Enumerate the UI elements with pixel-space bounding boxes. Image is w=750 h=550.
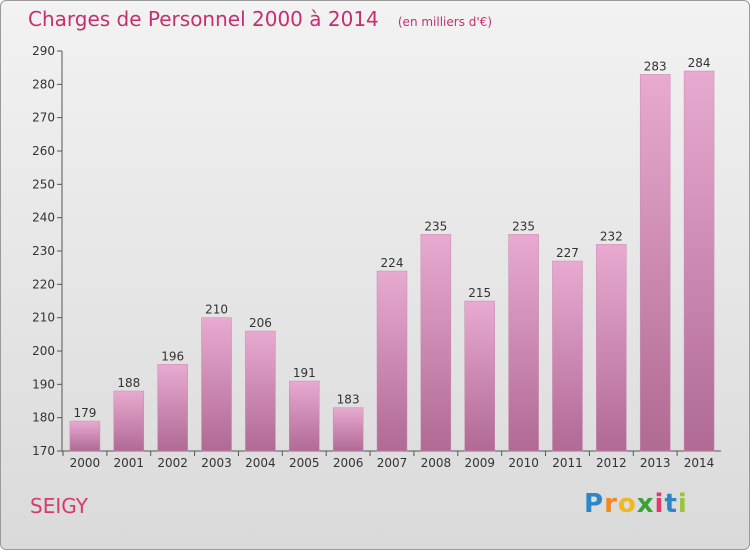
y-tick-label: 170 — [32, 444, 55, 458]
commune-name: SEIGY — [30, 494, 88, 518]
data-label: 183 — [337, 393, 360, 407]
y-tick-label: 180 — [32, 411, 55, 425]
bar — [376, 270, 408, 452]
bar — [552, 260, 583, 452]
bar — [332, 407, 364, 452]
x-tick-label: 2006 — [333, 456, 364, 470]
bar — [596, 244, 627, 452]
logo-letter: r — [604, 489, 618, 519]
data-label: 191 — [293, 366, 316, 380]
x-tick-label: 2012 — [596, 456, 627, 470]
bar — [157, 364, 188, 452]
data-label: 206 — [249, 316, 272, 330]
data-label: 179 — [73, 406, 96, 420]
x-tick-label: 2005 — [289, 456, 320, 470]
data-label: 283 — [644, 59, 667, 73]
y-tick-label: 210 — [32, 311, 55, 325]
logo-letter: i — [654, 489, 665, 519]
logo-letter: o — [617, 489, 637, 519]
data-label: 224 — [381, 256, 404, 270]
logo-letter: P — [584, 489, 605, 519]
x-tick-label: 2008 — [421, 456, 452, 470]
chart-subtitle: (en milliers d'€) — [397, 15, 492, 29]
x-tick-label: 2009 — [464, 456, 495, 470]
y-tick-label: 220 — [32, 277, 55, 291]
data-label: 215 — [468, 286, 491, 300]
x-tick-label: 2004 — [245, 456, 276, 470]
bar — [683, 70, 715, 452]
proxiti-logo: Proxiti — [584, 489, 688, 519]
y-tick-label: 240 — [32, 211, 55, 225]
x-tick-label: 2011 — [552, 456, 583, 470]
bar — [464, 300, 495, 452]
bar — [508, 234, 539, 452]
x-tick-label: 2010 — [508, 456, 539, 470]
data-label: 227 — [556, 246, 579, 260]
title-row: Charges de Personnel 2000 à 2014 (en mil… — [28, 7, 492, 31]
data-label: 284 — [688, 56, 711, 70]
x-tick-label: 2007 — [377, 456, 408, 470]
data-label: 188 — [117, 376, 140, 390]
data-label: 232 — [600, 229, 623, 243]
data-label: 235 — [512, 219, 535, 233]
y-tick-label: 290 — [32, 44, 55, 58]
y-tick-label: 270 — [32, 111, 55, 125]
logo-letter: i — [677, 489, 688, 519]
data-label: 235 — [424, 219, 447, 233]
y-tick-label: 280 — [32, 77, 55, 91]
bar — [289, 380, 320, 452]
x-tick-label: 2003 — [201, 456, 232, 470]
bar — [420, 234, 452, 452]
bar — [639, 74, 671, 452]
y-tick-label: 260 — [32, 144, 55, 158]
y-tick-label: 200 — [32, 344, 55, 358]
y-tick-label: 250 — [32, 177, 55, 191]
x-tick-label: 2001 — [114, 456, 145, 470]
bar — [69, 420, 101, 452]
chart-title: Charges de Personnel 2000 à 2014 — [28, 7, 379, 31]
logo-letter: t — [664, 489, 678, 519]
y-tick-label: 190 — [32, 377, 55, 391]
x-tick-label: 2000 — [70, 456, 101, 470]
bar — [113, 390, 145, 452]
logo-letter: x — [636, 489, 655, 519]
x-tick-label: 2002 — [157, 456, 188, 470]
bar — [201, 317, 232, 452]
data-label: 210 — [205, 303, 228, 317]
x-tick-label: 2013 — [640, 456, 671, 470]
data-label: 196 — [161, 349, 184, 363]
bar — [245, 330, 276, 452]
x-tick-label: 2014 — [684, 456, 715, 470]
y-tick-label: 230 — [32, 244, 55, 258]
